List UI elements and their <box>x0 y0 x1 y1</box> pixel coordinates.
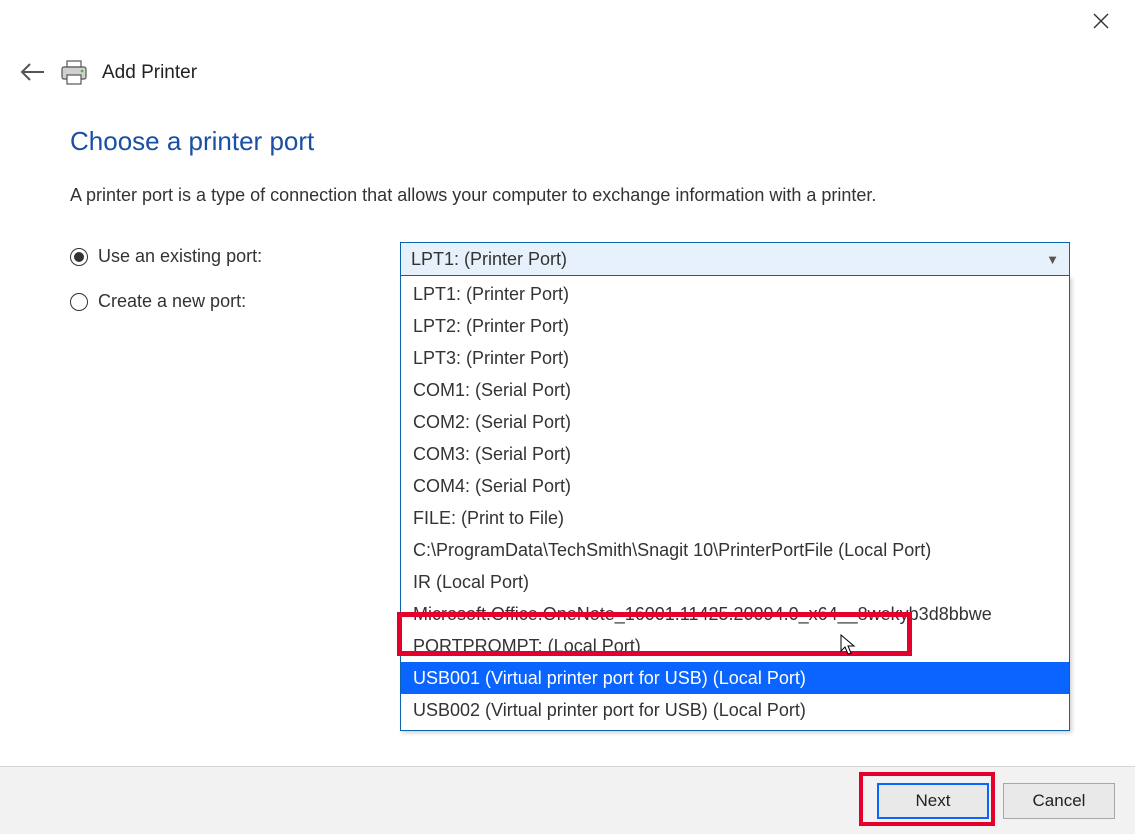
port-option[interactable]: USB002 (Virtual printer port for USB) (L… <box>401 694 1069 726</box>
wizard-footer: Next Cancel <box>0 766 1135 834</box>
port-option[interactable]: C:\ProgramData\TechSmith\Snagit 10\Print… <box>401 534 1069 566</box>
back-arrow-icon <box>20 62 46 82</box>
port-dropdown[interactable]: LPT1: (Printer Port)LPT2: (Printer Port)… <box>400 276 1070 731</box>
port-option[interactable]: LPT1: (Printer Port) <box>401 278 1069 310</box>
port-option[interactable]: FILE: (Print to File) <box>401 502 1069 534</box>
port-option[interactable]: COM4: (Serial Port) <box>401 470 1069 502</box>
port-option[interactable]: USB001 (Virtual printer port for USB) (L… <box>401 662 1069 694</box>
back-button[interactable] <box>20 60 46 86</box>
port-option[interactable]: PORTPROMPT: (Local Port) <box>401 630 1069 662</box>
close-icon <box>1093 13 1109 29</box>
add-printer-wizard: Add Printer Choose a printer port A prin… <box>0 0 1135 834</box>
port-combo-selected: LPT1: (Printer Port) <box>411 249 567 270</box>
radio-icon <box>70 293 88 311</box>
page-heading: Choose a printer port <box>70 126 1065 157</box>
next-button[interactable]: Next <box>877 783 989 819</box>
port-option[interactable]: COM1: (Serial Port) <box>401 374 1069 406</box>
port-option[interactable]: COM3: (Serial Port) <box>401 438 1069 470</box>
cancel-button-label: Cancel <box>1033 791 1086 811</box>
next-button-label: Next <box>916 791 951 811</box>
port-form: Use an existing port: Create a new port:… <box>70 246 1065 312</box>
port-combo-wrap: LPT1: (Printer Port) ▼ LPT1: (Printer Po… <box>400 242 1070 276</box>
wizard-content: Choose a printer port A printer port is … <box>0 86 1135 312</box>
close-button[interactable] <box>1085 8 1117 39</box>
printer-icon <box>60 60 88 86</box>
page-description: A printer port is a type of connection t… <box>70 185 1065 206</box>
chevron-down-icon: ▼ <box>1046 252 1059 267</box>
cancel-button[interactable]: Cancel <box>1003 783 1115 819</box>
port-option[interactable]: COM2: (Serial Port) <box>401 406 1069 438</box>
radio-existing-label: Use an existing port: <box>98 246 262 267</box>
port-option[interactable]: LPT2: (Printer Port) <box>401 310 1069 342</box>
port-option[interactable]: Microsoft.Office.OneNote_16001.11425.200… <box>401 598 1069 630</box>
port-option[interactable]: LPT3: (Printer Port) <box>401 342 1069 374</box>
radio-create-label: Create a new port: <box>98 291 246 312</box>
port-option[interactable]: IR (Local Port) <box>401 566 1069 598</box>
wizard-header: Add Printer <box>0 0 1135 86</box>
wizard-title: Add Printer <box>102 62 197 84</box>
radio-icon <box>70 248 88 266</box>
port-combo[interactable]: LPT1: (Printer Port) ▼ <box>400 242 1070 276</box>
